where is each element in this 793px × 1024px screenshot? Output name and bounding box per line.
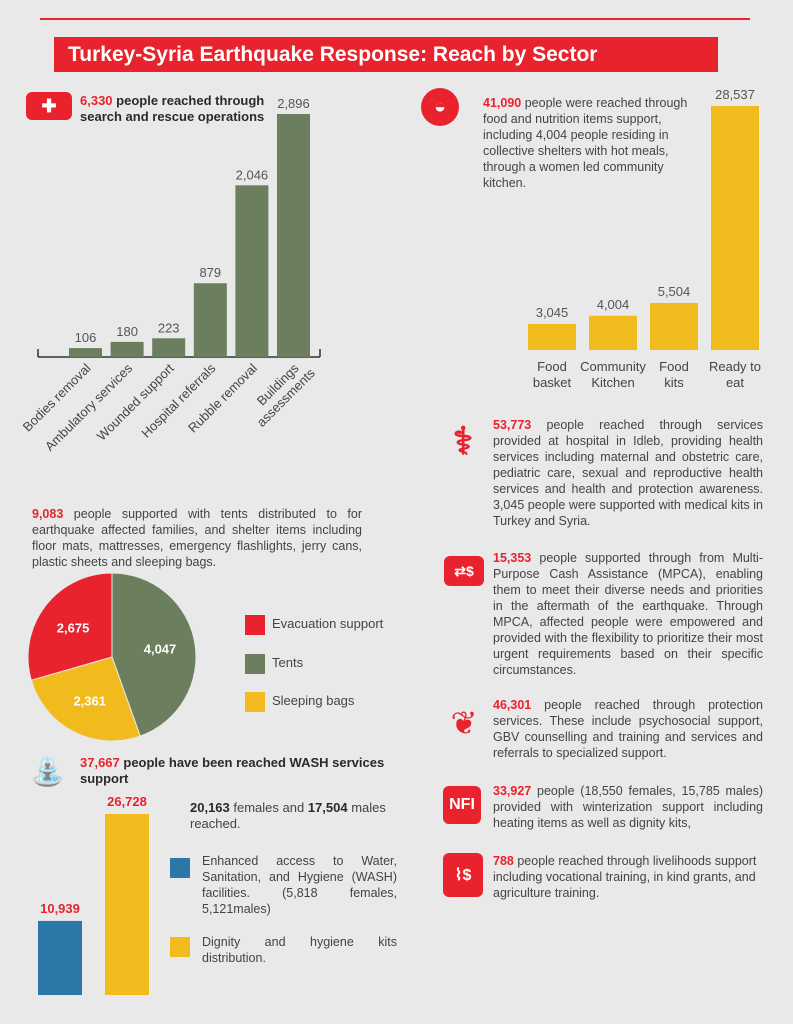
sar-category-label: Hospital referrals — [138, 360, 218, 440]
wash-legend-label-blue: Enhanced access to Water, Sanitation, an… — [202, 854, 397, 916]
wash-number: 37,667 — [80, 755, 120, 770]
wash-bar — [38, 920, 82, 995]
wash-legend-swatch-yellow — [170, 937, 190, 957]
food-bar — [528, 323, 576, 350]
sar-value-label: 2,896 — [277, 96, 310, 111]
food-category-label-line: Community — [580, 359, 646, 374]
food-bar — [650, 302, 698, 350]
food-category-label-line: Ready to — [709, 359, 761, 374]
food-value-label: 5,504 — [658, 284, 691, 299]
water-tap-icon: ⛲ — [30, 756, 65, 787]
sar-value-label: 106 — [75, 330, 97, 345]
page-title: Turkey-Syria Earthquake Response: Reach … — [54, 37, 718, 72]
nfi-icon: NFI — [443, 786, 481, 824]
cash-text: 15,353 people supported through from Mul… — [493, 551, 763, 677]
sar-value-label: 879 — [199, 265, 221, 280]
sar-value-label: 180 — [116, 324, 138, 339]
nfi-number: 33,927 — [493, 784, 532, 798]
wash-text: 37,667 people have been reached WASH ser… — [80, 755, 385, 786]
sar-category-label: Wounded support — [94, 360, 177, 443]
cash-transfer-icon: ⇄$ — [444, 556, 484, 586]
health-caduceus-icon: ⚕ — [452, 421, 474, 463]
pie-value-label: 4,047 — [144, 642, 177, 657]
shelter-pie-chart: 2,675 4,047 2,361 — [27, 572, 197, 742]
legend-label-sleeping-bags: Sleeping bags — [272, 693, 355, 708]
livelihoods-icon: ⌇$ — [443, 853, 483, 897]
food-category-label: Food kits — [659, 359, 689, 390]
food-bar — [711, 106, 759, 350]
protection-hands-icon: ❦ — [450, 705, 478, 741]
food-bar — [589, 315, 637, 350]
search-rescue-number: 6,330 — [80, 93, 113, 108]
wash-bar-chart: 10,939 26,728 — [38, 794, 149, 995]
food-value-label: 4,004 — [597, 297, 630, 312]
food-category-label-line: Kitchen — [591, 375, 634, 390]
legend-label-evacuation: Evacuation support — [272, 616, 384, 631]
protection-number: 46,301 — [493, 698, 532, 712]
shelter-text: 9,083 people supported with tents distri… — [32, 507, 362, 569]
wash-bar — [105, 814, 149, 995]
wash-value-label: 26,728 — [107, 794, 147, 809]
food-category-label-line: kits — [664, 375, 684, 390]
sar-bar — [69, 348, 102, 357]
cash-number: 15,353 — [493, 551, 532, 565]
food-category-label-line: basket — [533, 375, 572, 390]
health-text: 53,773 people reached through services p… — [493, 418, 763, 528]
sar-bar — [235, 185, 269, 357]
livelihoods-number: 788 — [493, 854, 514, 868]
health-number: 53,773 — [493, 418, 532, 432]
legend-swatch-evacuation — [245, 615, 265, 635]
food-number: 41,090 — [483, 96, 522, 110]
pie-slice — [111, 572, 197, 737]
pie-value-label: 2,361 — [73, 693, 106, 708]
food-category-label: Ready to eat — [709, 359, 761, 390]
food-bowl-icon: ◒ — [421, 88, 459, 126]
livelihoods-text: 788 people reached through livelihoods s… — [493, 854, 757, 900]
wash-gender-text: 20,163 females and 17,504 males reached. — [190, 800, 386, 831]
top-rule — [40, 18, 750, 20]
food-category-label: Food basket — [533, 359, 572, 390]
pie-value-label: 2,675 — [57, 621, 90, 636]
sar-bar — [152, 338, 186, 357]
food-value-label: 28,537 — [715, 87, 755, 102]
search-rescue-text: 6,330 people reached through search and … — [80, 93, 265, 124]
wash-value-label: 10,939 — [40, 901, 80, 916]
sar-value-label: 2,046 — [236, 167, 269, 182]
pie-slice — [27, 572, 113, 681]
food-category-label-line: eat — [726, 375, 744, 390]
legend-swatch-tents — [245, 654, 265, 674]
legend-label-tents: Tents — [272, 655, 304, 670]
food-category-label-line: Food — [537, 359, 567, 374]
ambulance-icon: ✚ — [26, 92, 72, 120]
pie-slice — [30, 656, 141, 742]
nfi-text: 33,927 people (18,550 females, 15,785 ma… — [493, 784, 763, 830]
food-value-label: 3,045 — [536, 305, 569, 320]
wash-legend-label-yellow: Dignity and hygiene kits distribution. — [202, 935, 397, 965]
food-category-label-line: Food — [659, 359, 689, 374]
shelter-number: 9,083 — [32, 507, 64, 521]
sar-bar — [277, 114, 310, 357]
wash-legend-swatch-blue — [170, 858, 190, 878]
sar-value-label: 223 — [158, 320, 180, 335]
protection-text: 46,301 people reached through protection… — [493, 698, 763, 760]
food-text: 41,090 people were reached through food … — [483, 96, 688, 190]
food-category-label: Community Kitchen — [580, 359, 646, 390]
legend-swatch-sleeping-bags — [245, 692, 265, 712]
sar-bar — [110, 341, 144, 357]
sar-bar — [193, 283, 227, 357]
